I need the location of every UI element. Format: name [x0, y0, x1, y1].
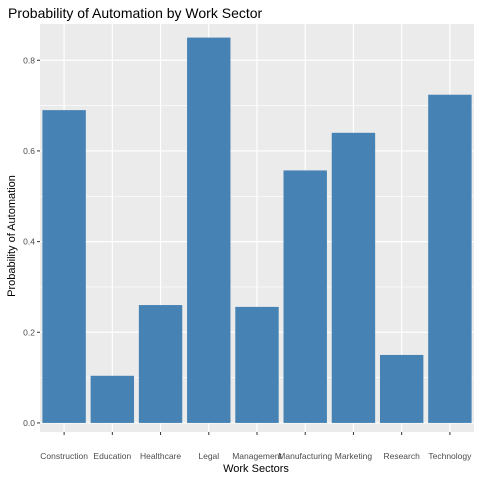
x-axis-title: Work Sectors	[223, 463, 289, 475]
bar-management	[235, 306, 279, 423]
x-axis: Construction Education Healthcare Legal Mana…	[40, 432, 472, 461]
bar-research	[379, 354, 424, 423]
bar-technology	[428, 94, 472, 423]
y-tick-label: 0.0	[23, 418, 35, 428]
x-tick-label: Manufacturing	[278, 451, 332, 461]
x-tick-label: Legal	[198, 451, 219, 461]
bar-manufacturing	[283, 170, 327, 423]
bar-healthcare	[138, 305, 183, 423]
y-axis: 0.0 0.2 0.4 0.6 0.8	[23, 55, 40, 428]
x-tick-label: Healthcare	[140, 451, 181, 461]
bar-legal	[187, 37, 231, 423]
y-tick-label: 0.2	[23, 327, 35, 337]
y-tick-label: 0.8	[23, 55, 35, 65]
y-axis-title: Probability of Automation	[6, 175, 18, 297]
y-tick-label: 0.6	[23, 146, 35, 156]
x-tick-label: Management	[232, 451, 282, 461]
bars	[42, 37, 472, 423]
y-tick-label: 0.4	[23, 237, 35, 247]
bar-marketing	[331, 132, 376, 423]
chart-title: Probability of Automation by Work Sector	[8, 5, 263, 21]
bar-education	[90, 375, 135, 423]
bar-construction	[42, 110, 86, 423]
x-tick-label: Construction	[40, 451, 88, 461]
x-tick-label: Marketing	[335, 451, 373, 461]
x-tick-label: Education	[93, 451, 131, 461]
x-tick-label: Research	[383, 451, 420, 461]
x-tick-label: Technology	[428, 451, 472, 461]
